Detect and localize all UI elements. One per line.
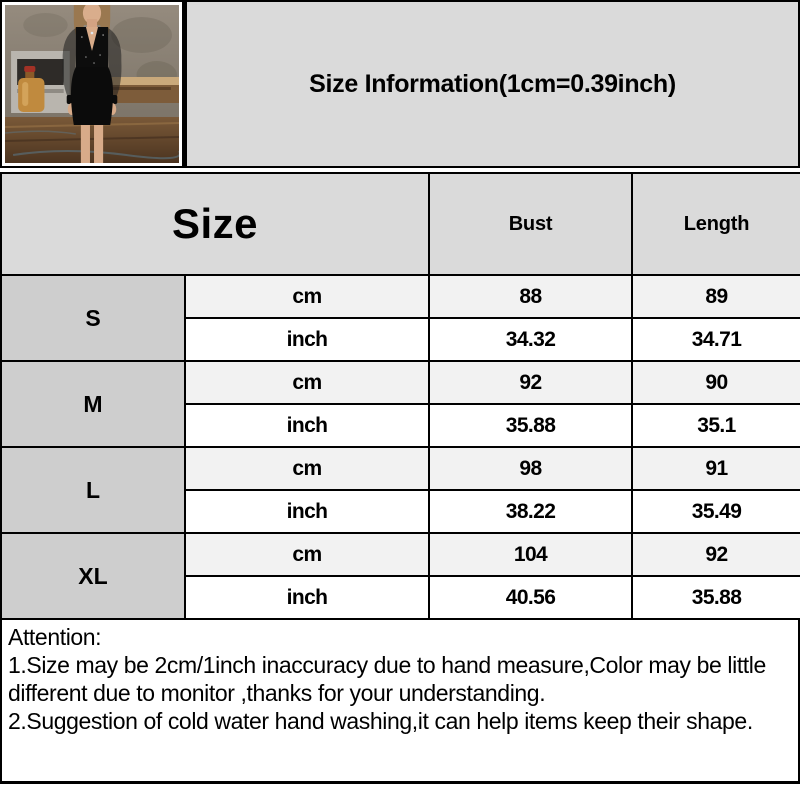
product-photo-illustration (5, 5, 179, 163)
top-section: Size Information(1cm=0.39inch) (0, 0, 800, 168)
length-inch-m: 35.1 (631, 403, 800, 448)
unit-label: cm (183, 532, 431, 577)
table-header-row: Size Bust Length (0, 172, 800, 276)
unit-label: inch (183, 575, 431, 620)
unit-label: cm (183, 446, 431, 491)
bust-cm-m: 92 (428, 360, 634, 405)
section-divider (0, 168, 800, 172)
bust-cm-xl: 104 (428, 532, 634, 577)
unit-label: inch (183, 403, 431, 448)
length-inch-xl: 35.88 (631, 575, 800, 620)
table-row-l-cm: L cm 98 91 (0, 446, 800, 534)
unit-label: inch (183, 489, 431, 534)
size-label-m: M (0, 360, 186, 448)
model-figure (62, 5, 122, 163)
column-header-bust: Bust (428, 172, 634, 276)
attention-note-2: 2.Suggestion of cold water hand washing,… (8, 708, 753, 735)
size-label-s: S (0, 274, 186, 362)
bust-inch-l: 38.22 (428, 489, 634, 534)
length-cm-l: 91 (631, 446, 800, 491)
attention-section: Attention: 1.Size may be 2cm/1inch inacc… (0, 620, 800, 784)
length-inch-s: 34.71 (631, 317, 800, 362)
table-row-m-cm: M cm 92 90 (0, 360, 800, 448)
length-inch-l: 35.49 (631, 489, 800, 534)
size-info-title: Size Information(1cm=0.39inch) (184, 0, 800, 168)
size-label-xl: XL (0, 532, 186, 620)
attention-note-1: 1.Size may be 2cm/1inch inaccuracy due t… (8, 652, 766, 707)
size-label-l: L (0, 446, 186, 534)
attention-heading: Attention: (8, 624, 102, 650)
length-cm-xl: 92 (631, 532, 800, 577)
unit-label: cm (183, 360, 431, 405)
table-row-xl-inch: inch 40.56 35.88 (1, 575, 800, 620)
table-row-m-inch: inch 35.88 35.1 (1, 403, 800, 448)
bust-inch-s: 34.32 (428, 317, 634, 362)
table-row-xl-cm: XL cm 104 92 (0, 532, 800, 620)
length-cm-m: 90 (631, 360, 800, 405)
table-row-s-inch: inch 34.32 34.71 (1, 317, 800, 362)
bust-cm-l: 98 (428, 446, 634, 491)
column-header-size: Size (0, 172, 431, 276)
unit-label: cm (183, 274, 431, 319)
size-table: Size Bust Length S cm 88 89 inch 34.32 3… (0, 172, 800, 620)
bust-inch-m: 35.88 (428, 403, 634, 448)
table-row-l-inch: inch 38.22 35.49 (1, 489, 800, 534)
bust-cm-s: 88 (428, 274, 634, 319)
table-row-s-cm: S cm 88 89 (0, 274, 800, 362)
length-cm-s: 89 (631, 274, 800, 319)
product-photo (0, 0, 184, 168)
bust-inch-xl: 40.56 (428, 575, 634, 620)
column-header-length: Length (631, 172, 800, 276)
unit-label: inch (183, 317, 431, 362)
